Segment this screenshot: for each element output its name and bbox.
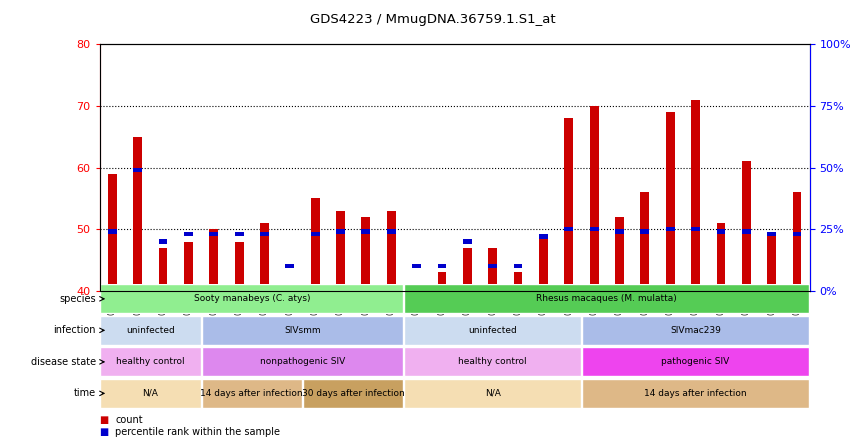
Text: Rhesus macaques (M. mulatta): Rhesus macaques (M. mulatta) (536, 294, 677, 303)
Bar (158, 239, 167, 244)
Bar (235, 242, 243, 291)
FancyBboxPatch shape (582, 379, 809, 408)
Bar (615, 217, 624, 291)
FancyBboxPatch shape (100, 316, 201, 345)
Bar (666, 112, 675, 291)
Bar (311, 232, 320, 236)
FancyBboxPatch shape (404, 379, 581, 408)
Text: SIVmac239: SIVmac239 (670, 326, 721, 335)
Text: 30 days after infection: 30 days after infection (302, 389, 404, 398)
Bar (108, 174, 117, 291)
Bar (488, 264, 497, 268)
Bar (210, 229, 218, 291)
Bar (361, 217, 371, 291)
Bar (184, 242, 193, 291)
FancyBboxPatch shape (303, 379, 404, 408)
Bar (387, 211, 396, 291)
Bar (641, 192, 650, 291)
Text: healthy control: healthy control (458, 357, 527, 366)
Bar (108, 230, 117, 234)
Bar (691, 227, 700, 231)
Bar (210, 232, 218, 236)
Bar (184, 232, 193, 236)
Text: GDS4223 / MmugDNA.36759.1.S1_at: GDS4223 / MmugDNA.36759.1.S1_at (310, 13, 556, 27)
Bar (463, 239, 472, 244)
Bar (666, 227, 675, 231)
Bar (463, 248, 472, 291)
Bar (565, 118, 573, 291)
FancyBboxPatch shape (582, 347, 809, 377)
Text: uninfected: uninfected (469, 326, 517, 335)
FancyBboxPatch shape (582, 316, 809, 345)
Bar (590, 106, 598, 291)
Bar (615, 230, 624, 234)
Bar (742, 230, 751, 234)
Bar (691, 100, 700, 291)
Bar (336, 230, 345, 234)
Bar (742, 162, 751, 291)
Text: percentile rank within the sample: percentile rank within the sample (115, 427, 281, 436)
Bar (387, 230, 396, 234)
FancyBboxPatch shape (404, 347, 581, 377)
Text: time: time (74, 388, 96, 398)
Bar (336, 211, 345, 291)
Bar (311, 198, 320, 291)
Bar (286, 285, 294, 291)
Bar (260, 223, 268, 291)
Text: 14 days after infection: 14 days after infection (200, 389, 303, 398)
Bar (716, 230, 726, 234)
FancyBboxPatch shape (202, 316, 404, 345)
Bar (565, 227, 573, 231)
Text: species: species (60, 294, 96, 304)
Bar (641, 230, 650, 234)
Bar (286, 264, 294, 268)
FancyBboxPatch shape (202, 379, 302, 408)
Text: disease state: disease state (31, 357, 96, 367)
Bar (792, 232, 801, 236)
Text: 14 days after infection: 14 days after infection (644, 389, 746, 398)
FancyBboxPatch shape (404, 284, 809, 313)
Bar (514, 264, 522, 268)
Text: count: count (115, 415, 143, 424)
Text: N/A: N/A (142, 389, 158, 398)
Bar (361, 230, 371, 234)
Text: ■: ■ (100, 415, 109, 424)
Text: infection: infection (54, 325, 96, 335)
FancyBboxPatch shape (404, 316, 581, 345)
Bar (590, 227, 598, 231)
Bar (260, 232, 268, 236)
FancyBboxPatch shape (100, 347, 201, 377)
Text: healthy control: healthy control (116, 357, 184, 366)
Bar (437, 272, 446, 291)
Bar (412, 264, 421, 268)
Text: uninfected: uninfected (126, 326, 175, 335)
Text: N/A: N/A (485, 389, 501, 398)
Text: Sooty manabeys (C. atys): Sooty manabeys (C. atys) (193, 294, 310, 303)
Bar (716, 223, 726, 291)
Bar (158, 248, 167, 291)
Bar (437, 264, 446, 268)
Bar (767, 235, 776, 291)
Bar (488, 248, 497, 291)
Text: SIVsmm: SIVsmm (284, 326, 320, 335)
Bar (539, 234, 548, 239)
Text: nonpathogenic SIV: nonpathogenic SIV (260, 357, 346, 366)
Bar (539, 235, 548, 291)
Bar (133, 168, 142, 172)
Bar (767, 232, 776, 236)
Bar (235, 232, 243, 236)
Text: ■: ■ (100, 427, 109, 436)
FancyBboxPatch shape (100, 379, 201, 408)
Bar (792, 192, 801, 291)
Bar (514, 272, 522, 291)
Bar (133, 137, 142, 291)
Text: pathogenic SIV: pathogenic SIV (662, 357, 730, 366)
FancyBboxPatch shape (100, 284, 404, 313)
FancyBboxPatch shape (202, 347, 404, 377)
